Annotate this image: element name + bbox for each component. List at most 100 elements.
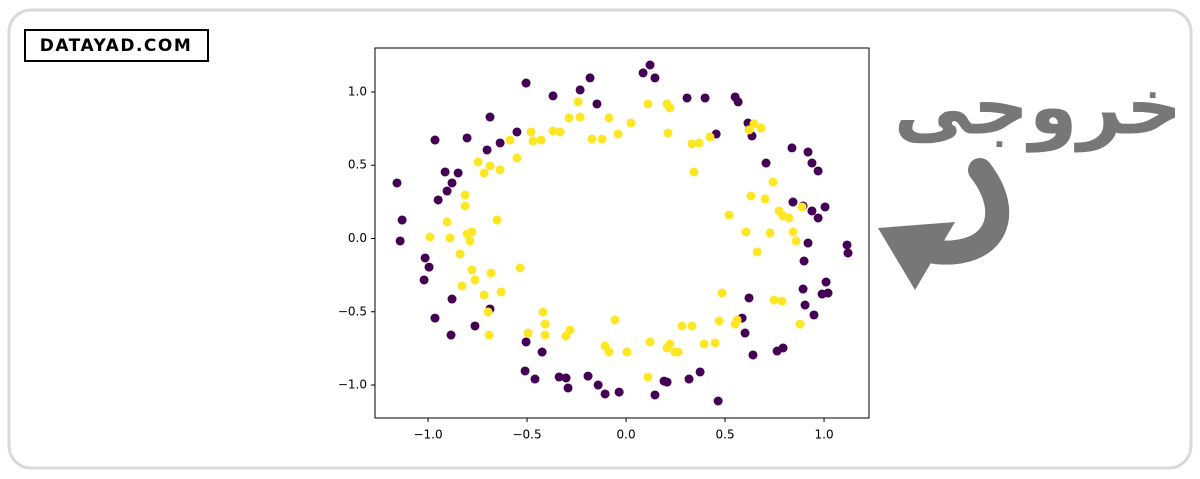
point: [592, 99, 602, 109]
point: [746, 191, 756, 201]
point: [575, 85, 585, 95]
point: [537, 347, 547, 357]
point: [717, 288, 727, 298]
point: [744, 125, 754, 135]
point: [485, 161, 495, 171]
point: [460, 201, 470, 211]
x-tick-label: 0.5: [716, 428, 735, 442]
point: [479, 290, 489, 300]
point: [730, 319, 740, 329]
point: [803, 238, 813, 248]
point: [573, 97, 583, 107]
point: [460, 190, 470, 200]
point: [797, 202, 807, 212]
point: [495, 165, 505, 175]
point: [530, 374, 540, 384]
point: [424, 262, 434, 272]
point: [769, 295, 779, 305]
point: [512, 153, 522, 163]
point: [813, 166, 823, 176]
point: [521, 337, 531, 347]
point: [486, 268, 496, 278]
point: [564, 113, 574, 123]
point: [585, 73, 595, 83]
point: [724, 210, 734, 220]
y-tick-label: 0.5: [348, 158, 367, 172]
caption: خروجی: [894, 62, 1182, 152]
point: [447, 294, 457, 304]
point: [800, 300, 810, 310]
y-tick-label: 1.0: [348, 84, 367, 98]
x-tick-label: 0.0: [617, 428, 636, 442]
point: [430, 135, 440, 145]
point: [467, 265, 477, 275]
y-tick-label: −1.0: [338, 378, 367, 392]
point: [733, 97, 743, 107]
point: [817, 289, 827, 299]
card: [7, 8, 1193, 470]
point: [663, 128, 673, 138]
point: [740, 328, 750, 338]
point: [714, 316, 724, 326]
point: [684, 374, 694, 384]
point: [523, 328, 533, 338]
point: [419, 275, 429, 285]
point: [662, 343, 672, 353]
point: [807, 206, 817, 216]
point: [479, 168, 489, 178]
point: [645, 60, 655, 70]
point: [687, 321, 697, 331]
point: [420, 253, 430, 263]
point: [604, 113, 614, 123]
point: [809, 310, 819, 320]
point: [768, 177, 778, 187]
point: [798, 284, 808, 294]
point: [457, 281, 467, 291]
point: [483, 307, 493, 317]
arrow-head: [878, 222, 955, 290]
x-tick-label: 1.0: [815, 428, 834, 442]
point: [689, 167, 699, 177]
point: [665, 103, 675, 113]
point: [440, 167, 450, 177]
point: [495, 138, 505, 148]
point: [622, 347, 632, 357]
point: [515, 263, 525, 273]
point: [626, 118, 636, 128]
y-tick-label: −0.5: [338, 304, 367, 318]
y-tick-label: 0.0: [348, 231, 367, 245]
point: [682, 93, 692, 103]
point: [548, 91, 558, 101]
point: [788, 197, 798, 207]
point: [695, 367, 705, 377]
point: [741, 227, 751, 237]
point: [795, 319, 805, 329]
point: [447, 178, 457, 188]
point: [470, 321, 480, 331]
point: [492, 215, 502, 225]
point: [526, 127, 536, 137]
point: [512, 127, 522, 137]
point: [752, 247, 762, 257]
point: [561, 331, 571, 341]
point: [772, 346, 782, 356]
point: [473, 157, 483, 167]
point: [677, 321, 687, 331]
point: [756, 123, 766, 133]
point: [694, 138, 704, 148]
point: [536, 135, 546, 145]
arrow: [923, 158, 1010, 265]
point: [425, 232, 435, 242]
point: [554, 372, 564, 382]
point: [538, 307, 548, 317]
point: [710, 338, 720, 348]
point: [597, 134, 607, 144]
point: [482, 145, 492, 155]
point: [803, 147, 813, 157]
x-tick-label: −1.0: [413, 428, 442, 442]
point: [433, 195, 443, 205]
point: [453, 168, 463, 178]
point: [430, 313, 440, 323]
point: [528, 136, 538, 146]
point: [555, 127, 565, 137]
